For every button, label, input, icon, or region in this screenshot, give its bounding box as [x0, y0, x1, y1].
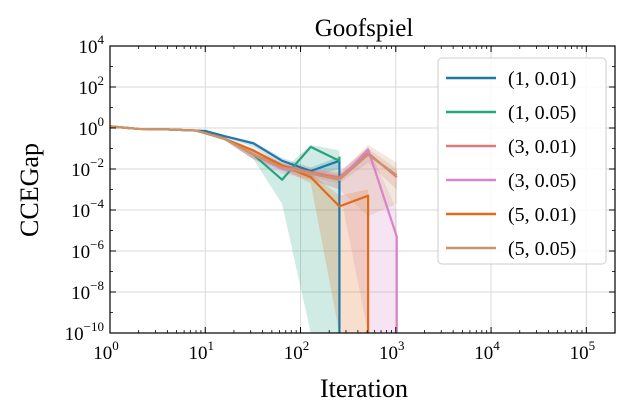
series-6-line	[110, 125, 398, 181]
tick-labels: 100 101 102 103 104 105 10−10 10−8 10−6 10−4 10−2 1…	[65, 32, 595, 364]
y-tick-label: 100	[79, 114, 105, 140]
legend-label: (3, 0.01)	[508, 136, 576, 158]
y-tick-label: 10−10	[65, 319, 104, 345]
legend-label: (5, 0.01)	[508, 204, 576, 226]
chart-title: Goofspiel	[315, 15, 414, 42]
legend-label: (5, 0.05)	[508, 238, 576, 260]
series-5-band	[110, 125, 369, 333]
legend-label: (1, 0.05)	[508, 102, 576, 124]
y-tick-label: 102	[79, 73, 105, 99]
x-tick-label: 101	[189, 338, 215, 364]
legend-label: (1, 0.01)	[508, 68, 576, 90]
y-tick-label: 10−4	[71, 196, 104, 222]
x-tick-label: 100	[93, 338, 119, 364]
legend-box	[437, 57, 607, 265]
x-tick-label: 103	[379, 338, 405, 364]
series-lines	[110, 125, 398, 333]
y-tick-label: 10−6	[71, 237, 104, 263]
y-tick-label: 10−8	[71, 278, 104, 304]
confidence-bands	[110, 125, 397, 333]
series-6-band	[110, 125, 397, 217]
x-tick-label: 104	[474, 338, 500, 364]
legend: (1, 0.01) (1, 0.05) (3, 0.01) (3, 0.05) (5, …	[437, 57, 607, 265]
legend-label: (3, 0.05)	[508, 170, 576, 192]
x-tick-label: 105	[570, 338, 596, 364]
y-tick-label: 104	[79, 32, 105, 58]
series-3-band	[110, 125, 397, 190]
x-axis-label: Iteration	[320, 374, 408, 403]
axis-ticks	[109, 45, 616, 334]
series-2-band	[110, 125, 340, 333]
y-axis-label: CCEGap	[15, 143, 44, 237]
y-tick-label: 10−2	[71, 155, 104, 181]
x-tick-label: 102	[284, 338, 310, 364]
